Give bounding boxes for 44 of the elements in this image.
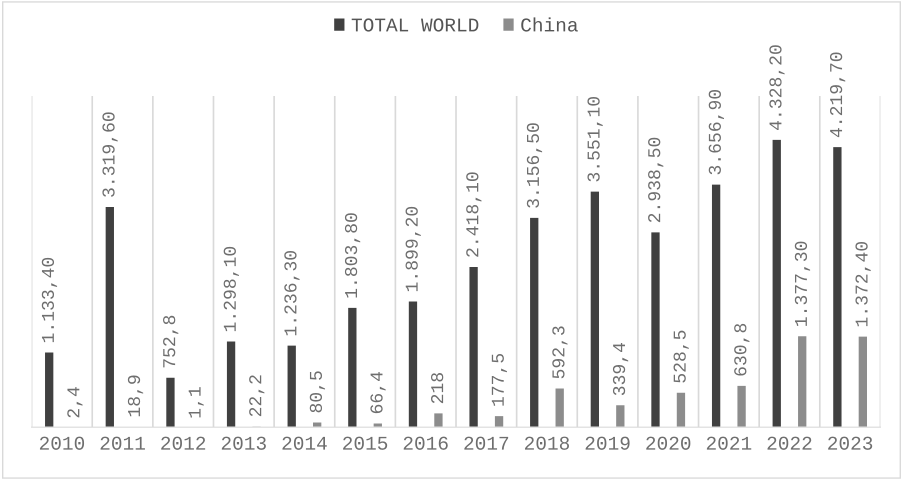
data-label: 528,5: [674, 330, 689, 383]
data-label: 2.938,50: [648, 138, 664, 222]
x-tick-label: 2022: [768, 436, 812, 450]
x-tick-label: 2013: [222, 436, 266, 450]
data-label: 3.319,60: [102, 112, 118, 197]
x-tick-label: 2010: [40, 436, 84, 450]
data-label: 592,3: [552, 326, 568, 378]
x-tick-label: 2014: [282, 436, 327, 450]
x-tick-label: 2019: [586, 436, 630, 450]
data-label: 66,4: [370, 372, 386, 414]
x-tick-label: 2017: [464, 436, 508, 450]
data-label: 752,8: [163, 316, 178, 368]
data-label: 80,5: [310, 371, 326, 412]
data-label: 22,2: [249, 375, 264, 416]
data-label: 2,4: [67, 387, 83, 418]
x-tick-label: 2020: [646, 436, 690, 450]
data-label: 1.298,10: [224, 246, 239, 332]
data-label: 177,5: [492, 354, 507, 406]
x-tick-label: 2018: [524, 436, 570, 450]
x-tick-label: 2021: [706, 436, 752, 450]
data-label: 4.328,20: [769, 45, 785, 130]
data-label: 3.551,10: [587, 97, 603, 182]
data-label: 1.377,30: [794, 242, 810, 326]
data-label: 1.899,20: [406, 206, 421, 292]
data-label: 339,4: [612, 343, 628, 396]
data-label: 4.219,70: [830, 52, 846, 138]
x-tick-label: 2016: [404, 436, 448, 450]
legend-label: TOTAL WORLD: [352, 18, 478, 32]
data-label: 218: [431, 373, 444, 404]
x-tick-label: 2015: [343, 436, 388, 450]
data-label: 18,9: [128, 376, 144, 416]
data-label: 1,1: [188, 387, 204, 418]
data-label: 3.156,50: [526, 123, 542, 208]
x-tick-label: 2011: [100, 436, 145, 450]
x-tick-label: 2012: [161, 436, 206, 450]
data-label: 2.418,10: [466, 172, 482, 257]
legend-label: China: [521, 17, 578, 32]
data-label: 1.372,40: [855, 242, 871, 326]
data-label: 1.236,30: [284, 251, 300, 336]
data-label: 3.656,90: [708, 90, 724, 174]
data-label: 630,8: [734, 324, 750, 376]
x-tick-label: 2023: [828, 436, 872, 450]
data-label: 1.133,40: [42, 258, 58, 342]
data-label: 1.803,80: [344, 213, 360, 298]
